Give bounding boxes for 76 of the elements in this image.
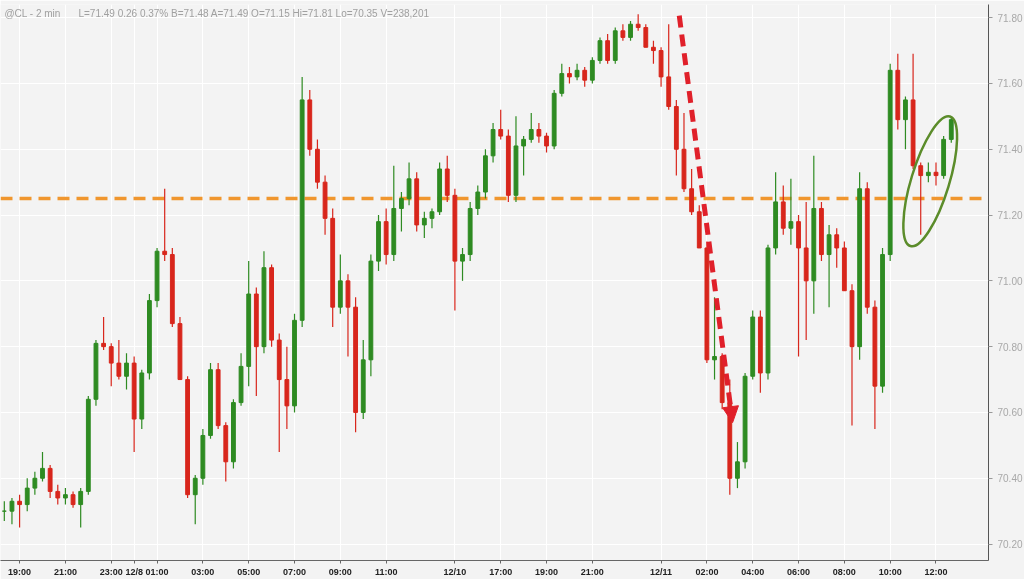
candlestick xyxy=(399,191,404,233)
candlestick xyxy=(116,339,122,381)
candlestick xyxy=(536,122,542,144)
x-tick-label: 09:00 xyxy=(328,566,352,577)
y-tick-label: 71.40 xyxy=(997,144,1023,156)
candlestick xyxy=(582,66,588,88)
candlestick xyxy=(162,188,168,262)
candlestick xyxy=(421,211,427,239)
chart-title: @CL - 2 min xyxy=(4,7,61,19)
x-tick-label: 23:00 xyxy=(99,566,123,577)
y-tick-label: 71.00 xyxy=(997,275,1023,287)
candlestick xyxy=(689,168,695,216)
candlestick xyxy=(429,207,435,229)
x-tick-label: 21:00 xyxy=(53,566,77,577)
candlestick xyxy=(528,112,534,144)
candlestick xyxy=(628,20,633,42)
candlestick xyxy=(933,161,939,187)
y-tick-label: 71.60 xyxy=(997,78,1023,90)
candlestick xyxy=(47,464,53,499)
x-tick-label: 03:00 xyxy=(191,566,215,577)
candlestick xyxy=(32,471,38,496)
x-tick-label: 11:00 xyxy=(374,566,398,577)
y-tick-label: 71.20 xyxy=(997,210,1023,222)
candlestick xyxy=(605,33,611,65)
candlestick xyxy=(17,494,22,529)
x-tick-label: 10:00 xyxy=(878,566,902,577)
x-tick-label: 07:00 xyxy=(283,566,307,577)
y-tick-label: 70.80 xyxy=(997,341,1023,353)
candlestick xyxy=(192,474,198,525)
x-tick-label: 06:00 xyxy=(787,566,811,577)
candlestick xyxy=(788,178,794,246)
x-tick-label: 05:00 xyxy=(237,566,261,577)
candlestick xyxy=(460,247,465,282)
x-tick-label: 17:00 xyxy=(489,566,513,577)
candlestick xyxy=(406,161,412,206)
candlestick xyxy=(124,352,129,391)
x-tick-label: 01:00 xyxy=(145,566,169,577)
candlestick xyxy=(544,132,549,154)
x-tick-label: 21:00 xyxy=(580,566,604,577)
x-tick-label: 08:00 xyxy=(832,566,856,577)
candlestick xyxy=(40,451,45,483)
x-tick-label: 12:00 xyxy=(924,566,948,577)
candlestick xyxy=(620,23,626,42)
candlestick xyxy=(643,23,649,48)
candlestick xyxy=(826,224,832,308)
x-tick-label: 12/8 xyxy=(125,566,143,577)
candlestick xyxy=(9,497,15,525)
candlestick xyxy=(24,477,30,512)
x-tick-label: 12/10 xyxy=(443,566,467,577)
candlestick xyxy=(101,316,106,351)
candlestick xyxy=(712,296,717,381)
candlestick xyxy=(521,135,527,177)
y-tick-label: 70.60 xyxy=(997,407,1023,419)
candlestick xyxy=(108,342,114,387)
candlestick xyxy=(559,63,565,98)
candlestick xyxy=(735,441,740,489)
y-tick-label: 70.40 xyxy=(997,473,1023,485)
x-tick-label: 19:00 xyxy=(8,566,32,577)
x-tick-label: 02:00 xyxy=(695,566,719,577)
candlestick xyxy=(903,96,908,150)
candlestick xyxy=(651,40,656,65)
y-tick-label: 70.20 xyxy=(997,539,1023,551)
candlestick xyxy=(918,161,924,236)
chart-subtitle: L=71.49 0.26 0.37% B=71.48 A=71.49 O=71.15 Hi=71.81 Lo=70.35 V=238,201 xyxy=(78,7,430,19)
candlestick xyxy=(55,484,61,506)
y-tick-label: 71.80 xyxy=(997,12,1023,24)
candlestick xyxy=(475,184,481,216)
candlestick xyxy=(498,109,504,140)
x-tick-label: 04:00 xyxy=(741,566,765,577)
candlestick xyxy=(925,161,931,183)
x-tick-label: 19:00 xyxy=(535,566,559,577)
candlestick xyxy=(597,36,603,65)
candlestick xyxy=(78,487,84,529)
candlestick xyxy=(589,56,595,85)
candlestick xyxy=(834,227,840,269)
x-tick-label: 12/11 xyxy=(650,566,673,577)
